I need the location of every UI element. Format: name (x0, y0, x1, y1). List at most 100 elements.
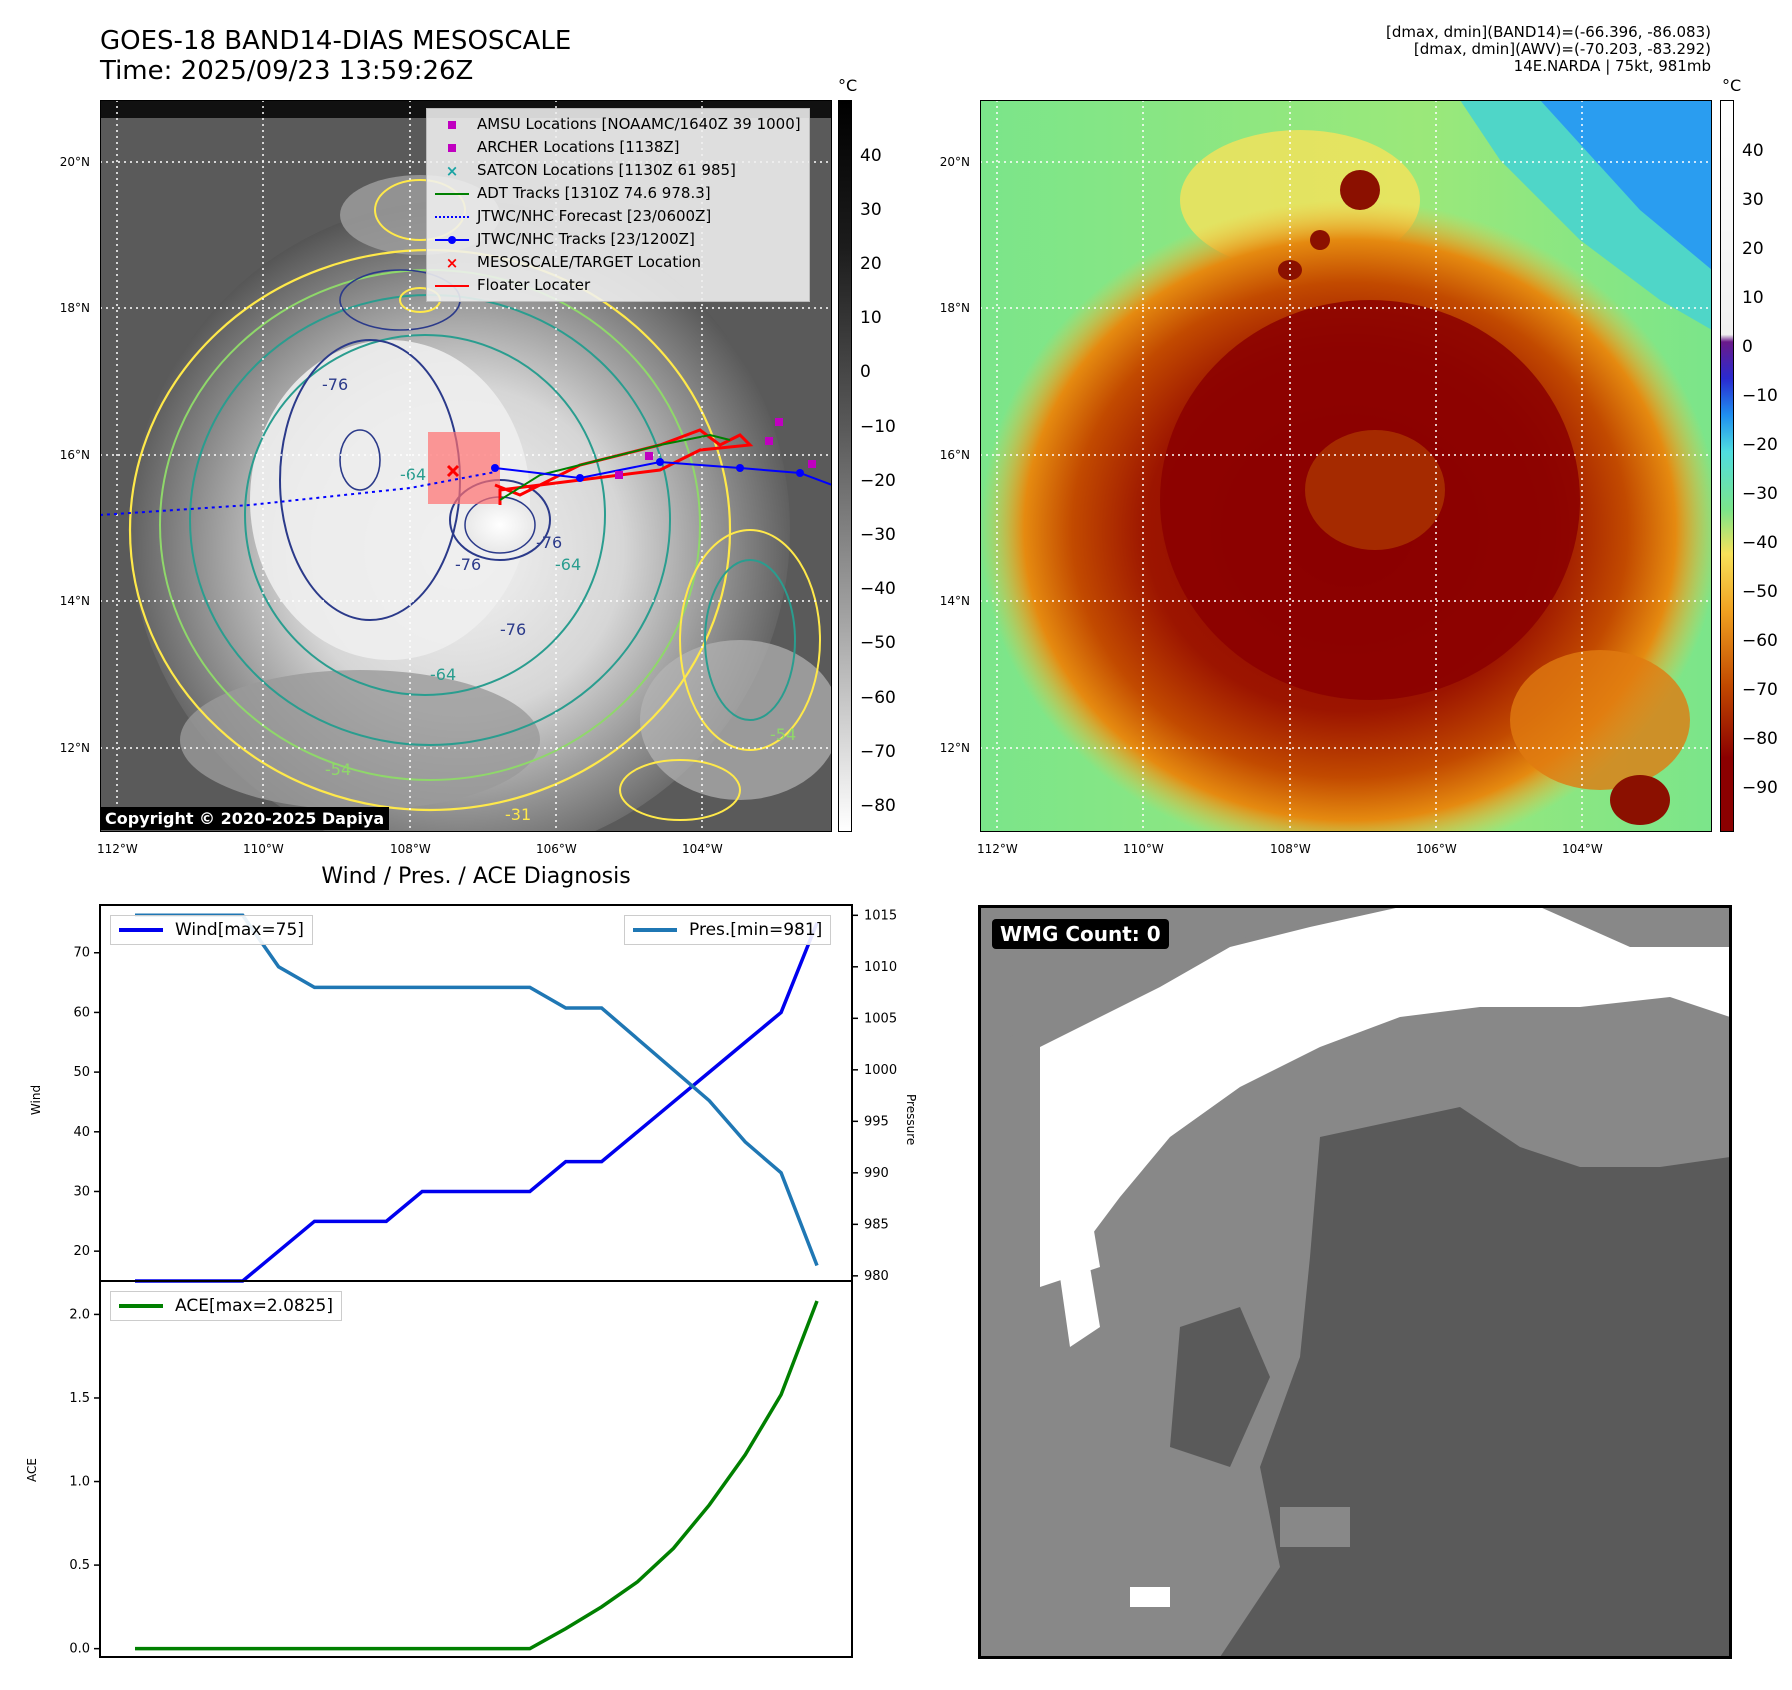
cb-tick: 30 (1742, 190, 1764, 210)
right-colorbar (1720, 100, 1734, 832)
legend-item-jtwc: JTWC/NHC Tracks [23/1200Z] (435, 228, 801, 251)
left-map-lon-labels: 112°W 110°W 108°W 106°W 104°W (97, 842, 832, 862)
pressure-tick-label: 985 (864, 1217, 889, 1232)
pressure-series-line (135, 913, 819, 1267)
wind-swatch (119, 928, 163, 932)
ace-tick-label: 1.5 (69, 1391, 90, 1406)
pressure-legend-label: Pres.[min=981] (689, 920, 823, 940)
cb-tick: 40 (860, 146, 882, 166)
lon-label: 112°W (977, 842, 1018, 856)
cb-tick: −90 (1742, 778, 1778, 798)
left-colorbar (838, 100, 852, 832)
storm-center (1305, 430, 1445, 550)
wind-legend: Wind[max=75] (110, 915, 313, 945)
cb-tick: −20 (1742, 435, 1778, 455)
cb-tick: −60 (860, 688, 896, 708)
contour-label: -64 (430, 665, 456, 684)
left-map-legend: AMSU Locations [NOAAMC/1640Z 39 1000] AR… (426, 108, 810, 302)
lon-label: 108°W (390, 842, 431, 856)
right-map-panel (979, 99, 1720, 860)
left-map-panel: -76 -64 -76 -64 -76 -76 -64 -54 -31 -54 (99, 99, 840, 860)
cb-tick: 20 (860, 254, 882, 274)
storm-eye (464, 496, 536, 554)
ace-tick-label: 0.0 (69, 1642, 90, 1657)
wind-tick-label: 60 (73, 1005, 90, 1020)
right-colorbar-unit: °C (1722, 76, 1742, 95)
contour-label: -64 (555, 555, 581, 574)
lon-label: 110°W (243, 842, 284, 856)
lon-label: 108°W (1270, 842, 1311, 856)
wmg-count-badge: WMG Count: 0 (992, 919, 1169, 949)
legend-label: JTWC/NHC Forecast [23/0600Z] (477, 207, 712, 225)
adt-track (499, 433, 731, 501)
pressure-tick-label: 1015 (864, 908, 897, 923)
pressure-legend: Pres.[min=981] (624, 915, 832, 945)
wmg-clear-band (1040, 907, 1730, 1257)
lat-label: 14°N (59, 594, 90, 608)
wind-tick-label: 20 (73, 1244, 90, 1259)
contour-label: -76 (536, 533, 562, 552)
ace-tick-label: 0.5 (69, 1558, 90, 1573)
cb-tick: −30 (1742, 484, 1778, 504)
contour-label: -31 (505, 805, 531, 824)
x-marker-icon: × (445, 161, 459, 180)
legend-item-floater: Floater Locater (435, 274, 801, 297)
legend-label: JTWC/NHC Tracks [23/1200Z] (477, 230, 695, 248)
wind-tick-label: 30 (73, 1184, 90, 1199)
lat-label: 14°N (939, 594, 970, 608)
legend-label: SATCON Locations [1130Z 61 985] (477, 161, 736, 179)
legend-label: MESOSCALE/TARGET Location (477, 253, 702, 271)
wind-tick-label: 40 (73, 1125, 90, 1140)
cb-tick: −60 (1742, 631, 1778, 651)
wind-legend-label: Wind[max=75] (175, 920, 304, 940)
ace-axis-label: ACE (25, 1458, 39, 1482)
lon-label: 112°W (97, 842, 138, 856)
cb-tick: −80 (1742, 729, 1778, 749)
pressure-swatch (633, 928, 677, 932)
right-map-lon-labels: 112°W 110°W 108°W 106°W 104°W (977, 842, 1712, 862)
cb-tick: 0 (860, 362, 871, 382)
cb-tick: −50 (1742, 582, 1778, 602)
pressure-tick-label: 1005 (864, 1011, 897, 1026)
cb-tick: −80 (860, 796, 896, 816)
diagnosis-title: Wind / Pres. / ACE Diagnosis (321, 864, 631, 889)
cb-tick: 40 (1742, 141, 1764, 161)
legend-item-amsu: AMSU Locations [NOAAMC/1640Z 39 1000] (435, 113, 801, 136)
lon-label: 104°W (682, 842, 723, 856)
line-dot-icon (435, 233, 469, 247)
cb-tick: −70 (1742, 680, 1778, 700)
legend-label: ADT Tracks [1310Z 74.6 978.3] (477, 184, 711, 202)
jtwc-track (494, 460, 833, 486)
floater-box (428, 432, 500, 504)
ace-swatch (119, 1304, 163, 1308)
lon-label: 110°W (1123, 842, 1164, 856)
ace-tick-label: 1.0 (69, 1475, 90, 1490)
pressure-tick-label: 980 (864, 1269, 889, 1284)
cb-tick: −50 (860, 633, 896, 653)
lon-label: 106°W (1416, 842, 1457, 856)
cb-tick: 10 (860, 308, 882, 328)
pressure-tick-label: 995 (864, 1114, 889, 1129)
title-line-2: Time: 2025/09/23 13:59:26Z (100, 56, 474, 86)
figure-title: GOES-18 BAND14-DIAS MESOSCALE Time: 2025… (100, 26, 571, 86)
target-marker (446, 464, 460, 478)
contour-label: -64 (400, 465, 426, 484)
lat-label: 16°N (59, 448, 90, 462)
jtwc-points (491, 458, 804, 482)
pressure-tick-label: 1010 (864, 960, 897, 975)
cb-tick: −40 (1742, 533, 1778, 553)
archer-markers (615, 418, 816, 479)
x-marker-icon: × (445, 253, 459, 272)
right-map-gridlines (980, 100, 1712, 832)
square-marker-icon (435, 118, 469, 132)
legend-item-satcon: × SATCON Locations [1130Z 61 985] (435, 159, 801, 182)
dotted-line-icon (435, 210, 469, 224)
title-line-1: GOES-18 BAND14-DIAS MESOSCALE (100, 26, 572, 56)
lat-label: 18°N (59, 301, 90, 315)
right-colorbar-ticks: 40 30 20 10 0 −10 −20 −30 −40 −50 −60 −7… (1742, 100, 1788, 832)
contour-label: -54 (770, 725, 796, 744)
copyright-badge: Copyright © 2020-2025 Dapiya (100, 807, 390, 830)
ace-legend-label: ACE[max=2.0825] (175, 1296, 333, 1316)
left-colorbar-unit: °C (838, 76, 858, 95)
lat-label: 16°N (939, 448, 970, 462)
